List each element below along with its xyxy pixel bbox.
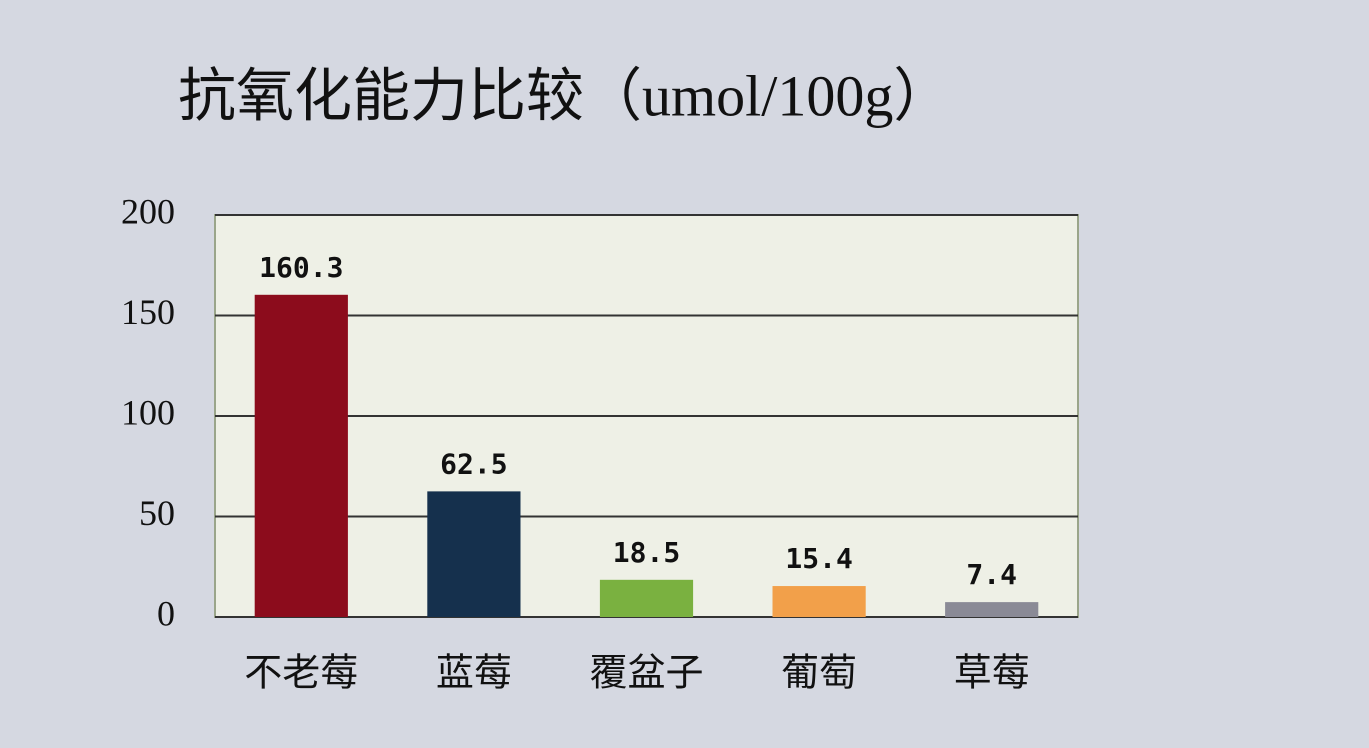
bar	[599, 579, 694, 617]
value-label: 7.4	[966, 558, 1017, 591]
x-tick-label: 葡萄	[781, 653, 857, 695]
y-tick-label: 200	[121, 191, 175, 231]
x-tick-label: 不老莓	[244, 653, 358, 695]
value-label: 15.4	[785, 542, 852, 575]
bar	[254, 294, 348, 617]
bar	[772, 586, 866, 617]
value-label: 160.3	[259, 251, 343, 284]
bar	[427, 491, 521, 617]
y-tick-label: 0	[157, 593, 175, 633]
y-tick-label: 100	[121, 392, 175, 432]
value-label: 62.5	[440, 447, 507, 480]
y-tick-label: 50	[139, 493, 175, 533]
value-label: 18.5	[613, 536, 680, 569]
x-tick-label: 覆盆子	[589, 653, 703, 695]
x-tick-label: 蓝莓	[436, 653, 512, 695]
x-tick-label: 草莓	[954, 653, 1030, 695]
bar	[945, 602, 1039, 617]
chart-title: 抗氧化能力比较（umol/100g）	[178, 63, 951, 128]
y-tick-label: 150	[121, 292, 175, 332]
